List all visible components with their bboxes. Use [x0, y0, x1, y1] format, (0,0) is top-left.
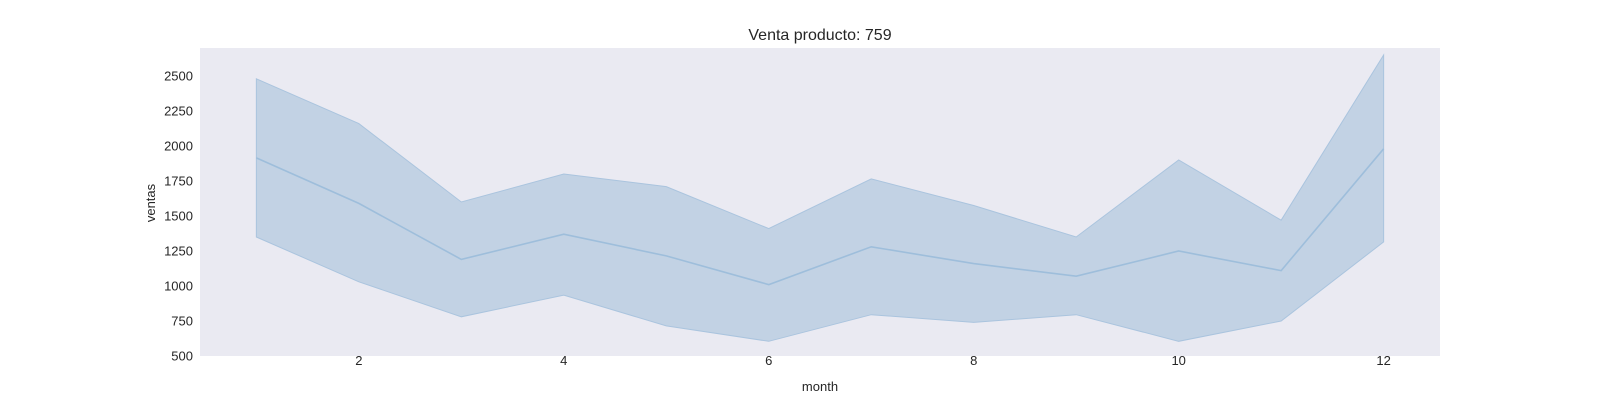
y-tick-label: 1750 — [164, 174, 193, 189]
x-tick-label: 8 — [970, 353, 977, 368]
x-tick-label: 4 — [560, 353, 567, 368]
x-tick-label: 10 — [1171, 353, 1185, 368]
y-axis-label: ventas — [143, 183, 158, 222]
x-tick-label: 2 — [355, 353, 362, 368]
x-axis-label: month — [802, 379, 838, 394]
y-tick-labels: 500 750 1000 1250 1500 1750 2000 2250 2500 — [164, 69, 193, 364]
x-tick-label: 12 — [1376, 353, 1390, 368]
y-tick-label: 1250 — [164, 244, 193, 259]
y-tick-label: 500 — [171, 349, 193, 364]
y-tick-label: 2000 — [164, 139, 193, 154]
y-tick-label: 2250 — [164, 104, 193, 119]
series-line — [256, 148, 1385, 286]
x-tick-labels: 2 4 6 8 10 12 — [355, 353, 1391, 368]
y-tick-label: 1000 — [164, 279, 193, 294]
series-line-layer — [256, 148, 1385, 286]
chart-title: Venta producto: 759 — [748, 27, 891, 44]
y-tick-label: 1500 — [164, 209, 193, 224]
x-tick-label: 6 — [765, 353, 772, 368]
y-tick-label: 750 — [171, 314, 193, 329]
y-tick-label: 2500 — [164, 69, 193, 84]
